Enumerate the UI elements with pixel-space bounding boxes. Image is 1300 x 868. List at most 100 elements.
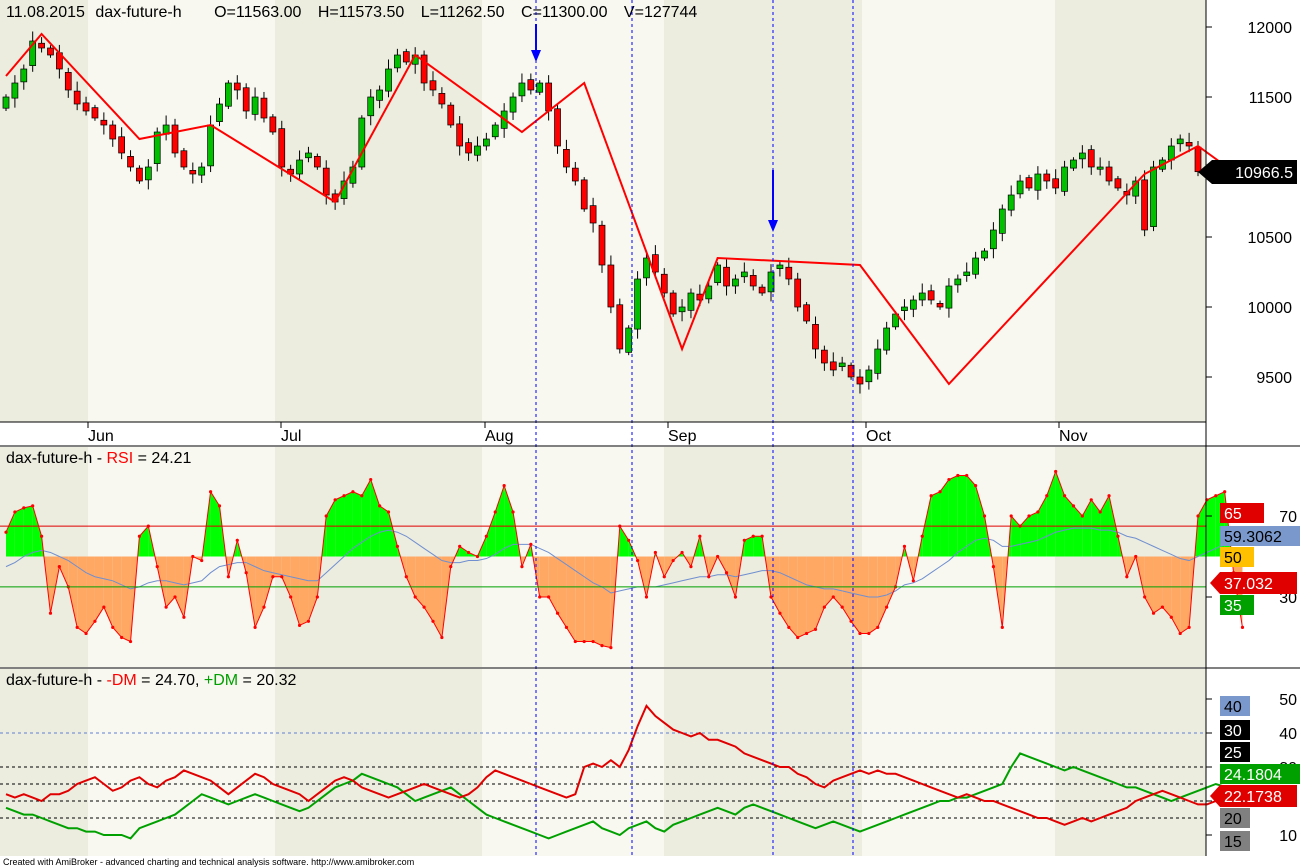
rsi-fill-segment — [370, 479, 380, 557]
rsi-point — [1045, 494, 1049, 498]
rsi-point — [1107, 494, 1111, 498]
rsi-fill-segment — [14, 507, 24, 557]
rsi-point — [475, 554, 480, 559]
price-tick-label: 10000 — [1248, 300, 1293, 317]
rsi-fill-segment — [557, 556, 567, 628]
candle — [1052, 178, 1060, 189]
rsi-fill-segment — [299, 556, 309, 626]
candle — [954, 278, 962, 286]
candle — [527, 79, 535, 91]
rsi-point — [769, 595, 773, 599]
rsi-fill-segment — [584, 556, 594, 642]
candle — [874, 348, 882, 374]
rsi-point — [547, 595, 551, 599]
month-band — [275, 0, 482, 422]
candle — [936, 303, 944, 308]
rsi-point — [449, 565, 453, 569]
candle — [1096, 166, 1104, 170]
rsi-fill-segment — [388, 511, 398, 557]
candle — [91, 107, 99, 119]
candle — [1132, 180, 1140, 197]
candle — [180, 150, 188, 168]
rsi-point — [653, 550, 657, 555]
dm-badge-label: 15 — [1224, 834, 1242, 851]
rsi-point — [831, 595, 835, 599]
rsi-badge-label: 59.3062 — [1224, 529, 1282, 546]
dm-badge — [1210, 785, 1297, 807]
rsi-fill-segment — [877, 556, 887, 628]
month-band — [862, 0, 1055, 422]
candle — [580, 179, 588, 210]
rsi-point — [4, 530, 8, 534]
rsi-point — [280, 575, 284, 579]
candle — [305, 152, 312, 159]
rsi-point — [1098, 510, 1102, 514]
month-band — [0, 669, 88, 856]
rsi-point — [529, 542, 533, 546]
rsi-point — [351, 490, 355, 494]
rsi-point — [378, 504, 382, 508]
candle — [376, 89, 383, 101]
candle — [278, 128, 286, 168]
rsi-point — [760, 534, 764, 538]
rsi-point — [724, 571, 729, 575]
rsi-badge — [1220, 526, 1300, 546]
candle — [394, 54, 401, 69]
candle — [1025, 177, 1033, 189]
rsi-point — [253, 625, 257, 629]
rsi-fill-segment — [948, 475, 958, 557]
candle — [20, 68, 28, 83]
rsi-point — [698, 534, 702, 538]
candle — [509, 96, 517, 113]
month-band — [88, 669, 275, 856]
rsi-point — [48, 611, 53, 615]
candle — [990, 229, 997, 250]
rsi-fill-segment — [77, 556, 87, 634]
rsi-fill-segment — [326, 499, 336, 557]
rsi-point — [644, 595, 649, 599]
dm-badge — [1220, 764, 1300, 784]
candle — [723, 266, 730, 287]
candle — [838, 362, 846, 367]
rsi-point — [93, 619, 97, 623]
rsi-fill-segment — [824, 556, 834, 608]
rsi-fill-segment — [744, 536, 754, 557]
candle — [616, 304, 624, 350]
candle — [1194, 146, 1202, 173]
candle — [847, 364, 855, 378]
candle — [38, 42, 45, 49]
dm-badge-label: 24.1804 — [1224, 767, 1282, 784]
rsi-title: dax-future-h - RSI = 24.21 — [6, 450, 192, 467]
rsi-point — [796, 635, 800, 640]
rsi-fill-segment — [842, 556, 852, 622]
rsi-badges: 65 59.3062 50 37.032 35 — [1210, 503, 1300, 615]
rsi-fill-segment — [957, 475, 967, 557]
rsi-fill-segment — [788, 556, 798, 638]
price-tick-label: 10500 — [1248, 230, 1293, 247]
candle — [536, 82, 544, 93]
rsi-fill-segment — [1206, 495, 1216, 557]
rsi-point — [911, 579, 915, 583]
rsi-tick-label: 70 — [1279, 509, 1297, 526]
month-band — [88, 0, 275, 422]
month-label: Aug — [485, 428, 513, 445]
candle — [972, 257, 979, 275]
candle — [776, 264, 784, 269]
rsi-fill-segment — [32, 505, 42, 557]
candle — [64, 72, 72, 91]
candle — [207, 124, 214, 167]
rsi-fill-segment — [344, 491, 353, 557]
rsi-point — [120, 635, 124, 640]
candle — [1114, 178, 1122, 189]
rsi-point — [440, 635, 444, 640]
candle — [634, 278, 641, 330]
price-tick-label: 9500 — [1256, 370, 1292, 387]
rsi-fill-segment — [290, 556, 300, 626]
rsi-point — [84, 631, 88, 636]
rsi-line — [5, 469, 1243, 649]
candle — [2, 96, 10, 109]
rsi-point — [128, 639, 133, 644]
rsi-point — [31, 504, 35, 508]
month-band — [664, 0, 862, 422]
dm-title: dax-future-h - -DM = 24.70, +DM = 20.32 — [6, 672, 296, 689]
